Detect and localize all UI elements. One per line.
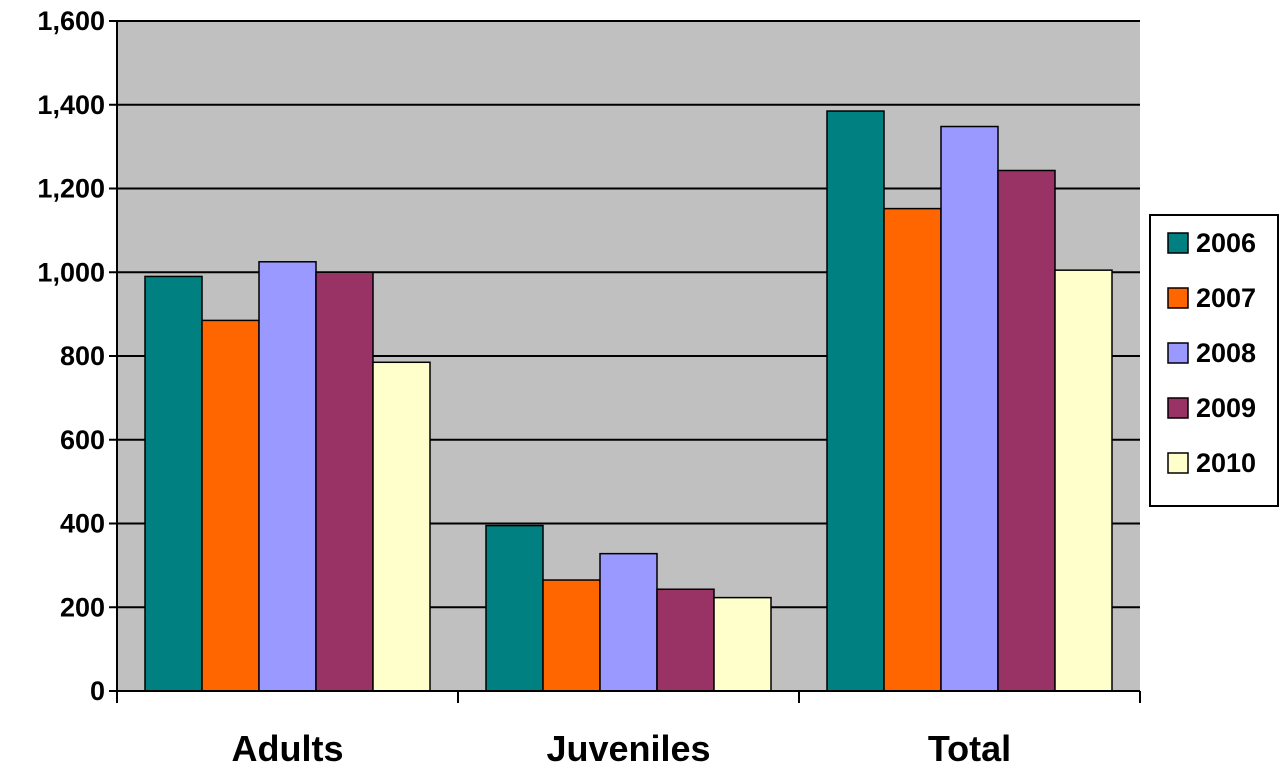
legend-swatch — [1167, 232, 1189, 254]
x-category-label: Total — [928, 728, 1011, 765]
legend-swatch — [1167, 452, 1189, 474]
y-tick-label: 1,000 — [37, 257, 105, 287]
bar-2009-juveniles — [656, 588, 715, 692]
bar-2008-adults — [258, 261, 317, 692]
x-category-label: Juveniles — [546, 728, 710, 765]
bars — [144, 110, 1113, 692]
legend-swatch — [1167, 397, 1189, 419]
y-tick-label: 800 — [60, 341, 105, 371]
bar-2010-total — [1054, 269, 1113, 692]
bar-2007-total — [883, 207, 942, 692]
y-tick-label: 200 — [60, 592, 105, 622]
axes — [109, 20, 1141, 703]
legend-label: 2006 — [1196, 228, 1256, 258]
x-category-label: Adults — [232, 728, 344, 765]
bar-2009-adults — [315, 271, 374, 692]
bar-2008-total — [940, 125, 999, 692]
legend-label: 2007 — [1196, 283, 1256, 313]
legend-label: 2009 — [1196, 393, 1256, 423]
legend: 2006 2007 2008 2009 2010 — [1149, 214, 1279, 507]
bar-2008-juveniles — [599, 552, 658, 692]
bar-2009-total — [997, 169, 1056, 692]
bar-2010-adults — [372, 361, 431, 692]
y-tick-label: 1,400 — [37, 90, 105, 120]
y-tick-label: 1,200 — [37, 174, 105, 204]
y-tick-label: 600 — [60, 425, 105, 455]
x-axis-category-labels: Adults Juveniles Total — [232, 728, 1012, 765]
y-axis-tick-labels: 0 200 400 600 800 1,000 1,200 1,400 1,600 — [37, 6, 105, 706]
bar-2007-juveniles — [542, 579, 601, 692]
legend-swatch — [1167, 342, 1189, 364]
y-tick-label: 400 — [60, 509, 105, 539]
bar-2007-adults — [201, 319, 260, 692]
y-tick-label: 0 — [90, 676, 105, 706]
bar-2006-adults — [144, 275, 203, 692]
legend-swatch — [1167, 287, 1189, 309]
bar-2010-juveniles — [713, 596, 772, 692]
bar-2006-juveniles — [485, 524, 544, 692]
y-tick-label: 1,600 — [37, 6, 105, 36]
bar-2006-total — [826, 110, 885, 692]
legend-label: 2008 — [1196, 338, 1256, 368]
legend-label: 2010 — [1196, 448, 1256, 478]
